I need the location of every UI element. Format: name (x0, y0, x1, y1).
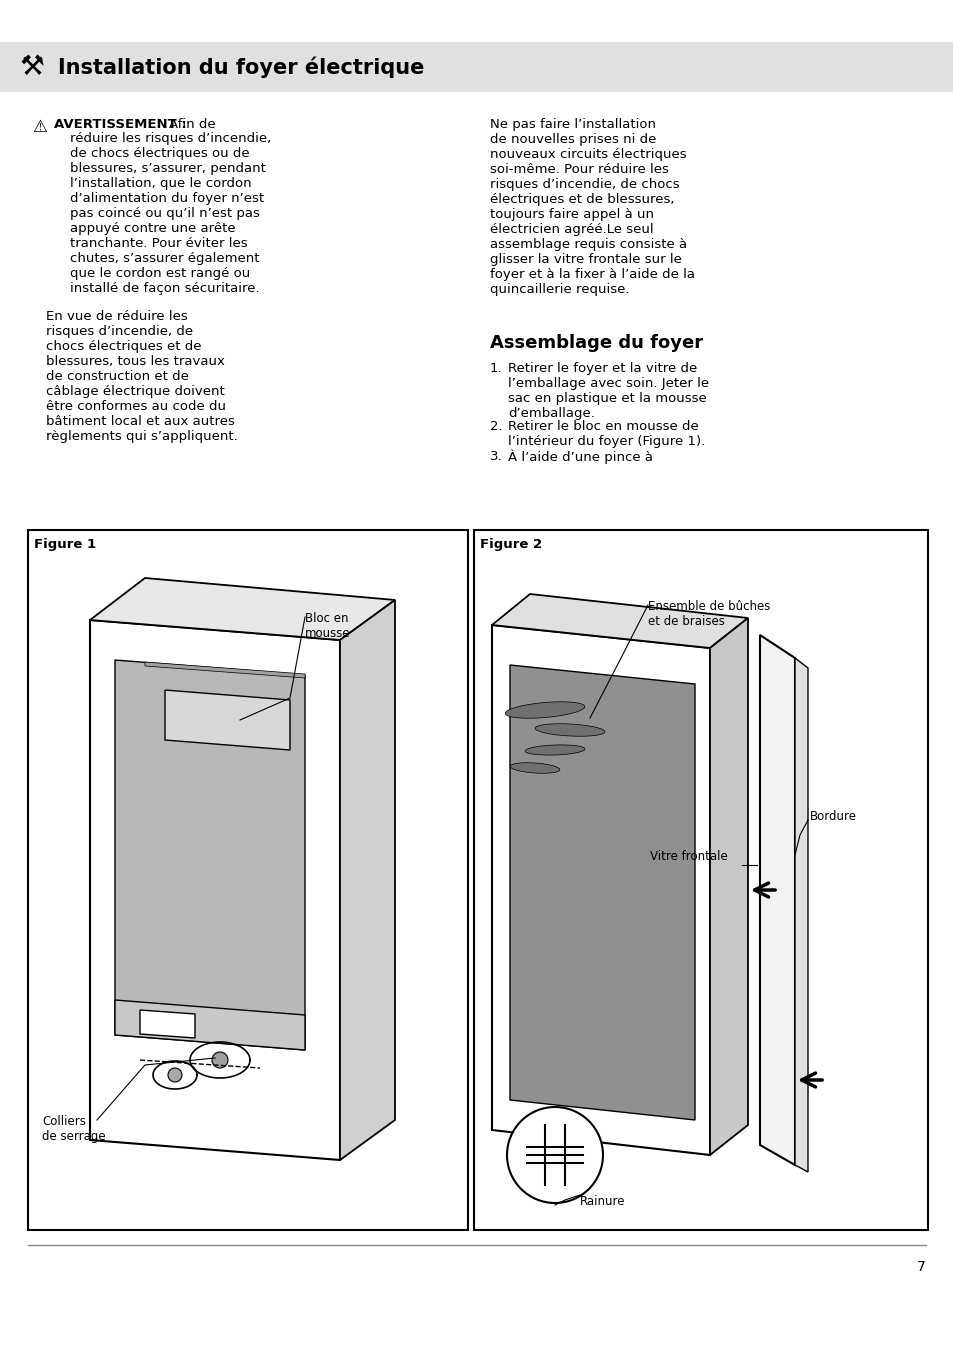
Text: Figure 1: Figure 1 (34, 538, 96, 552)
Polygon shape (492, 594, 747, 648)
Text: ⚠: ⚠ (32, 118, 47, 136)
Polygon shape (140, 1011, 194, 1038)
Bar (0, 42, 953, 93)
Text: Rainure: Rainure (579, 1194, 625, 1208)
Polygon shape (115, 661, 305, 1050)
Text: À l’aide d’une pince à: À l’aide d’une pince à (507, 449, 652, 464)
Polygon shape (535, 723, 604, 737)
Text: AVERTISSEMENT :: AVERTISSEMENT : (54, 118, 187, 131)
Text: Retirer le bloc en mousse de
l’intérieur du foyer (Figure 1).: Retirer le bloc en mousse de l’intérieur… (507, 419, 704, 448)
Text: réduire les risques d’incendie,
de chocs électriques ou de
blessures, s’assurer,: réduire les risques d’incendie, de chocs… (70, 132, 271, 296)
Polygon shape (524, 745, 584, 755)
Polygon shape (339, 601, 395, 1160)
Polygon shape (510, 763, 559, 774)
Polygon shape (90, 620, 339, 1160)
Text: 2.: 2. (490, 419, 502, 433)
Text: Vitre frontale: Vitre frontale (649, 850, 727, 864)
Circle shape (212, 1051, 228, 1068)
Text: Retirer le foyer et la vitre de
l’emballage avec soin. Jeter le
sac en plastique: Retirer le foyer et la vitre de l’emball… (507, 362, 708, 419)
Polygon shape (492, 625, 709, 1155)
Text: 1.: 1. (490, 362, 502, 375)
Polygon shape (709, 618, 747, 1155)
Text: ⚒: ⚒ (20, 53, 45, 80)
Text: Ensemble de bûches
et de braises: Ensemble de bûches et de braises (647, 601, 770, 628)
Text: Assemblage du foyer: Assemblage du foyer (490, 334, 702, 351)
Polygon shape (794, 658, 807, 1171)
Text: Colliers
de serrage: Colliers de serrage (42, 1115, 106, 1143)
Text: 7: 7 (916, 1260, 925, 1273)
Circle shape (168, 1068, 182, 1081)
Polygon shape (510, 665, 695, 1120)
Polygon shape (165, 691, 290, 750)
Text: 3.: 3. (490, 449, 502, 463)
Text: Bloc en
mousse: Bloc en mousse (305, 612, 351, 640)
Text: Ne pas faire l’installation
de nouvelles prises ni de
nouveaux circuits électriq: Ne pas faire l’installation de nouvelles… (490, 118, 695, 296)
Text: En vue de réduire les
risques d’incendie, de
chocs électriques et de
blessures, : En vue de réduire les risques d’incendie… (46, 311, 237, 443)
Text: Figure 2: Figure 2 (479, 538, 541, 552)
Polygon shape (90, 577, 395, 640)
Text: Installation du foyer électrique: Installation du foyer électrique (58, 56, 424, 78)
Polygon shape (145, 662, 305, 678)
Polygon shape (115, 1000, 305, 1050)
Bar (474, 530, 927, 1230)
Polygon shape (505, 701, 584, 718)
Circle shape (506, 1107, 602, 1203)
Text: Afin de: Afin de (169, 118, 215, 131)
Text: Bordure: Bordure (809, 810, 856, 823)
Polygon shape (760, 635, 794, 1165)
Bar (28, 530, 468, 1230)
